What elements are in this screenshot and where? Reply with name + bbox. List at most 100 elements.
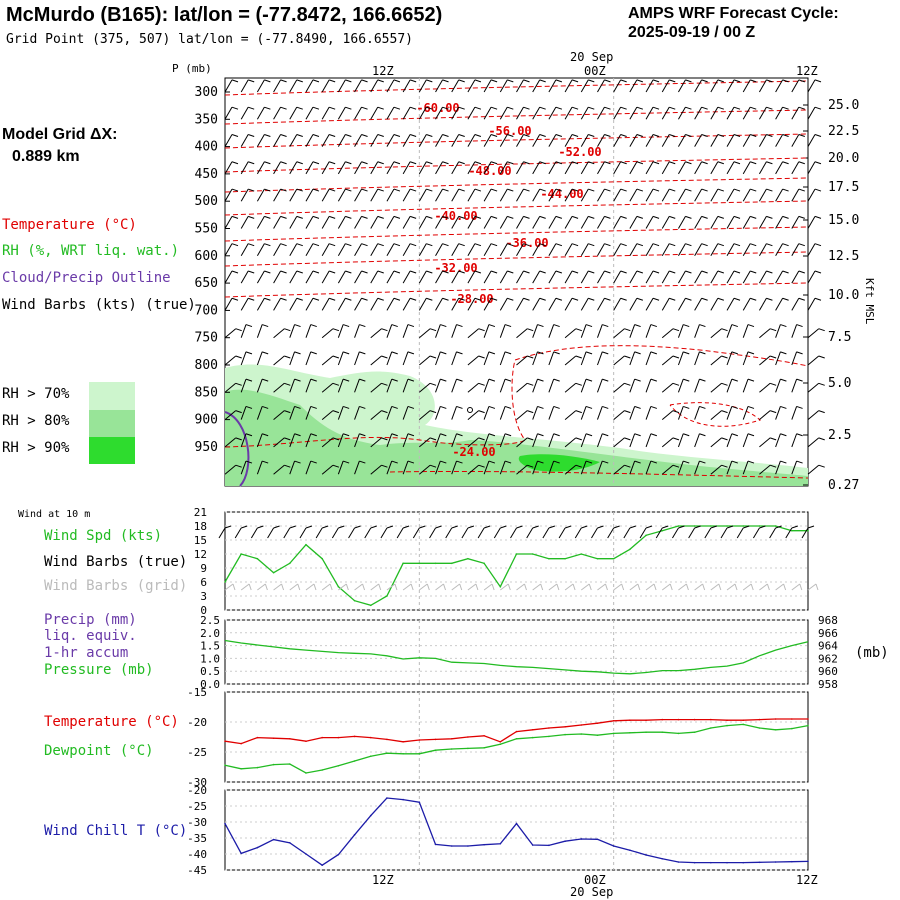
wind-barb [775,378,787,393]
wind-barb [354,351,366,366]
wind-barb-flag [814,243,822,247]
wind-barb-flag [262,351,269,355]
grid-wind-barb-flag [394,583,398,591]
wind-barb-flag [478,410,485,414]
wind-barb [467,382,485,393]
wind-barb-staff [516,216,524,229]
wind-barb-flag [359,351,366,355]
wind-chill-line-point [386,797,388,799]
wind-barb [402,188,417,202]
date-bottom-label: 20 Sep [570,885,614,899]
wind-barb-flag [310,324,317,328]
wind-barb-staff [467,243,476,257]
wind-barb-flag [818,382,825,386]
grid-wind-barb-staff [224,583,234,591]
wind-barb-flag [588,161,595,165]
wind-barb-flag [381,410,388,414]
wind-barb-staff [807,382,820,393]
wind-barb-flag [527,464,534,468]
wind-chill-panel-tick-label: -45 [187,864,207,877]
wind-barb-staff [597,161,605,175]
wind-barb-staff [451,406,457,420]
forecast-cycle-value: 2025-09-19 / 00 Z [628,24,756,41]
wind-barb-staff [402,79,411,93]
wind-barb [467,161,482,175]
wind-barb [370,243,384,257]
wind-barb [726,215,741,229]
wind-barb-staff [451,106,460,120]
wind-barb-staff [451,460,457,475]
grid-wind-barb-staff [289,583,299,591]
wind-barb-flag [264,188,271,192]
temperature-line-point [596,722,599,724]
grid-wind-barb-flag [281,583,285,591]
wind-barb [726,378,738,393]
wind-barb-flag [571,270,579,274]
wind-barb-flag [458,270,465,274]
wind-barb-staff [256,106,265,120]
grid-wind-barb [289,583,301,591]
wind-barb-flag [440,351,447,355]
dewpoint-legend: Dewpoint (°C) [44,743,154,759]
wind-barb-flag [780,324,787,328]
wind-barb-flag [575,355,582,359]
wind-barb-staff [370,188,379,202]
wind-barb [516,437,534,448]
wind-chill-line-point [515,822,518,825]
wind-barb-staff [240,134,249,147]
wind-barb-flag [747,324,755,328]
temperature-line-point [531,729,534,731]
wind-barb-staff [613,270,622,284]
wind-barb-flag [669,243,676,247]
wind-barb-flag [780,405,787,409]
wind-barb-flag [262,433,269,437]
wind-barb-flag [527,382,534,386]
wind-barb-flag [604,215,611,219]
wind-barb-staff [661,243,670,257]
wind-barb [467,437,485,448]
wind-barb [678,161,692,175]
pressure-tick-label: 800 [195,358,218,373]
grid-wind-barb-staff [791,583,801,591]
wind-barb [791,79,805,93]
wind-barb-staff [645,106,654,120]
wind-barb-flag [814,270,822,274]
wind-barb [451,324,463,338]
wind-barb [613,215,627,229]
wind-speed-line-point [548,557,550,560]
wind-barb-staff [791,460,798,475]
wind-barb-staff [419,437,431,448]
surface-wind-barb-flag [483,525,491,529]
wind-barb-flag [504,351,512,355]
wind-barb-flag [636,270,644,274]
temperature-contour-closed [669,402,761,427]
wind-barb-staff [305,216,314,229]
wind-barb-flag [332,410,340,414]
wind-barb-staff [710,106,719,120]
wind-barb-staff [467,298,476,311]
wind-barb-staff [224,410,237,420]
wind-barb-staff [321,382,334,393]
wind-barb [677,378,690,393]
temperature-line-point [369,736,372,739]
rh80-swatch [89,410,135,437]
dewpoint-line-point [548,735,550,738]
grid-wind-barb-flag [604,583,608,591]
wind-barb-staff [337,378,344,393]
wind-barb [321,270,336,284]
wind-barb-staff [742,134,751,147]
wind-barb-staff [256,378,263,393]
precip-legend: Precip (mm) [44,612,137,628]
wind-barb-flag [555,79,563,83]
surface-wind-barb-flag [743,525,750,529]
wind-barb-flag [231,297,239,301]
wind-barb-flag [504,460,512,464]
wind-barb-flag [750,134,757,137]
wind-barb-staff [289,460,296,475]
wind-barb-staff [256,433,263,448]
wind-barb [321,437,340,448]
wind-barb-flag [636,297,644,301]
wind-barb-staff [548,188,557,202]
surface-wind-barb-flag [775,525,782,529]
